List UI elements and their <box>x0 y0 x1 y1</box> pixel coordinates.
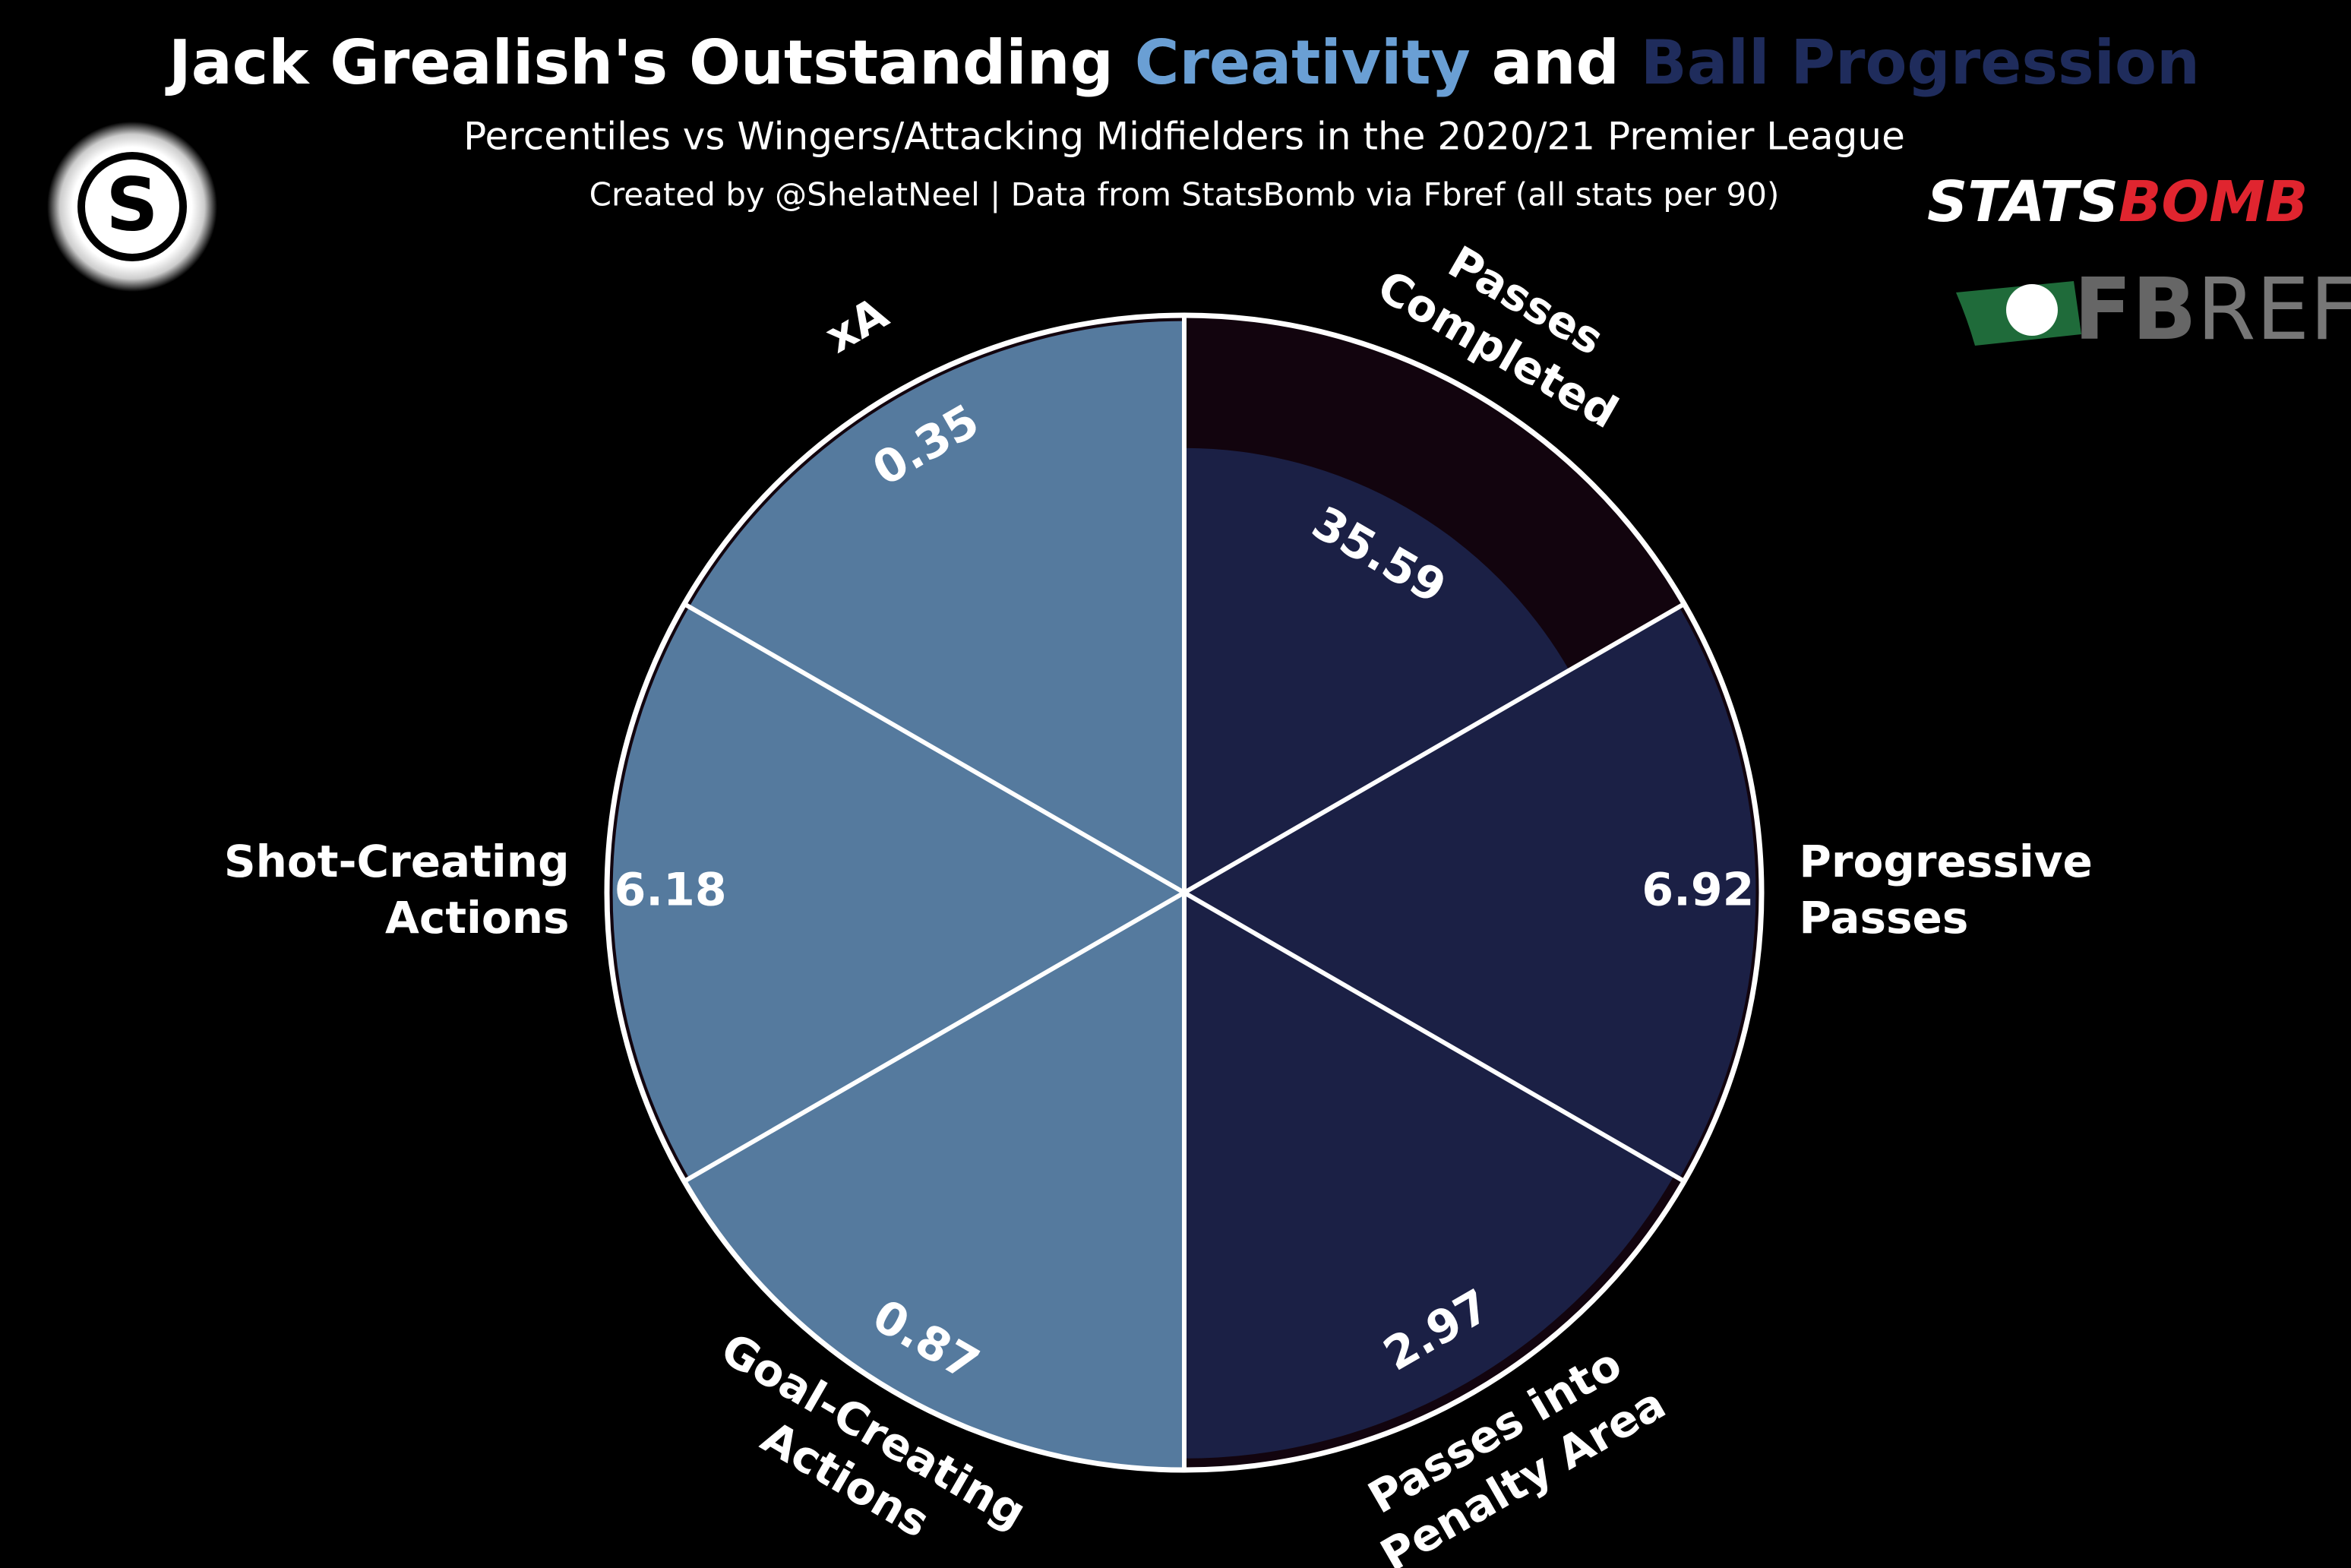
subtitle: Percentiles vs Wingers/Attacking Midfiel… <box>463 115 1905 159</box>
category-label: Shot-Creating Actions <box>224 836 570 944</box>
fbref-part: REF <box>2197 261 2351 359</box>
wedge <box>1184 893 1675 1459</box>
badge-logo: S <box>47 122 217 292</box>
value-label: 6.92 <box>1642 864 1754 917</box>
badge-core <box>85 160 179 254</box>
wedge-separator <box>683 602 1186 895</box>
wedge-separator <box>683 890 1186 1184</box>
statsbomb-part: BOMB <box>2119 169 2308 235</box>
wedge <box>689 321 1184 893</box>
wedge <box>684 893 1184 1470</box>
pizza-outline <box>604 312 1765 1473</box>
value-label: 6.18 <box>615 864 727 917</box>
fbref-part: FB <box>2074 261 2197 359</box>
badge-letter: S <box>106 162 158 247</box>
wedge <box>1184 606 1756 1179</box>
fbref-text: FBREF <box>2074 261 2351 359</box>
fbref-ball <box>2006 284 2058 336</box>
fbref-logo: FBREF <box>1956 261 2351 359</box>
wedge <box>612 606 1184 1179</box>
wedge <box>1184 447 1569 893</box>
title-part: and <box>1492 27 1619 98</box>
wedge-separator <box>1183 602 1686 895</box>
category-label-line: Passes <box>1799 892 1968 944</box>
category-label: Progressive Passes <box>1799 836 2093 944</box>
wedge-separator <box>1183 890 1686 1184</box>
title-part: Jack Grealish's Outstanding <box>165 27 1114 98</box>
category-label-line: Shot-Creating <box>224 836 570 887</box>
title-series: Ball Progression <box>1641 27 2200 98</box>
category-label-line: Actions <box>385 892 570 944</box>
statsbomb-logo: STATSBOMB <box>1927 169 2308 235</box>
chart-title: Jack Grealish's Outstanding Creativity a… <box>165 27 2200 98</box>
statsbomb-part: STATS <box>1927 169 2119 235</box>
title-series: Creativity <box>1135 27 1471 98</box>
category-label-line: Progressive <box>1799 836 2093 887</box>
credit: Created by @ShelatNeel | Data from Stats… <box>589 176 1780 213</box>
